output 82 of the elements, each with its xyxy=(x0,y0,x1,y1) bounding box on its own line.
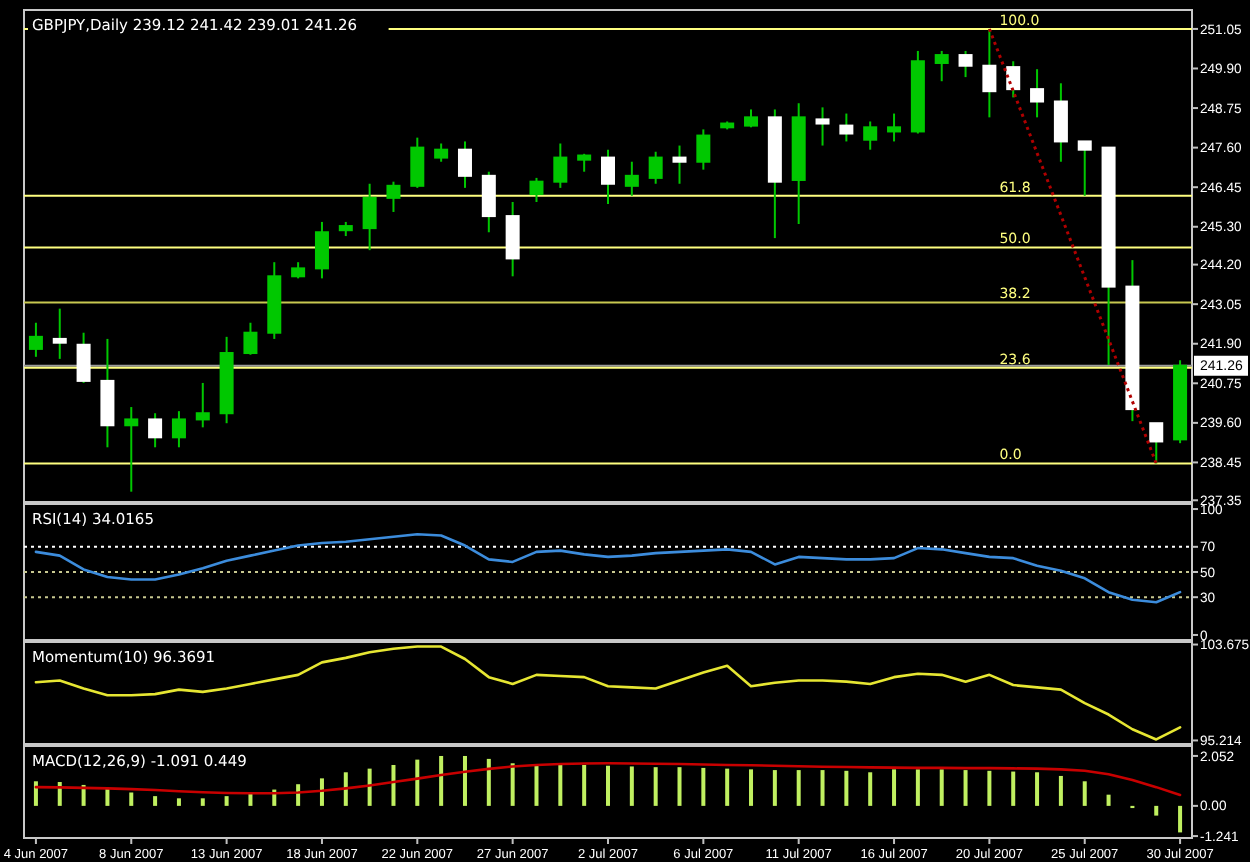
line-series xyxy=(34,532,1182,604)
candlestick xyxy=(958,49,973,79)
candlestick xyxy=(815,106,830,147)
bar xyxy=(534,764,539,806)
bar xyxy=(820,770,825,806)
candlestick xyxy=(696,128,711,171)
candlestick xyxy=(1149,422,1164,465)
bar xyxy=(844,770,849,806)
bar xyxy=(200,798,205,806)
bar xyxy=(868,772,873,806)
bar xyxy=(1106,794,1111,806)
candlestick xyxy=(1006,60,1021,99)
bar xyxy=(987,770,992,806)
bar xyxy=(1178,805,1183,833)
candlestick xyxy=(314,220,329,280)
bar xyxy=(915,769,920,806)
candlestick xyxy=(28,321,43,358)
bar xyxy=(582,764,587,806)
candlestick xyxy=(887,112,902,143)
candlestick xyxy=(362,182,377,252)
candlestick xyxy=(863,120,878,151)
candlestick xyxy=(934,49,949,83)
candlestick xyxy=(457,140,472,189)
bar xyxy=(1154,805,1159,816)
candlestick xyxy=(100,337,115,449)
candlestick xyxy=(386,180,401,213)
bar xyxy=(367,768,372,806)
line-series xyxy=(34,645,1182,741)
candlestick xyxy=(243,321,258,356)
candlestick xyxy=(410,136,425,189)
bar xyxy=(1035,772,1040,806)
bar xyxy=(558,764,563,806)
bar xyxy=(1082,781,1087,806)
candlestick xyxy=(148,412,163,449)
bar xyxy=(129,792,134,806)
bar xyxy=(510,763,515,806)
candlestick xyxy=(839,112,854,143)
bar xyxy=(892,769,897,806)
bar xyxy=(105,788,110,806)
candlestick xyxy=(1053,82,1068,163)
bar xyxy=(772,770,777,806)
bar xyxy=(1011,771,1016,806)
bar xyxy=(415,759,420,806)
candlestick xyxy=(601,148,615,206)
candlestick xyxy=(52,307,67,360)
bar xyxy=(653,767,658,806)
bar xyxy=(629,766,634,806)
bar xyxy=(963,770,968,806)
bar xyxy=(33,781,38,806)
bar xyxy=(343,772,348,806)
candlestick xyxy=(1030,68,1045,119)
candlestick xyxy=(982,27,997,119)
candlestick xyxy=(529,176,544,203)
bar xyxy=(701,767,706,806)
bar xyxy=(939,769,944,806)
bar xyxy=(319,778,324,806)
candlestick xyxy=(672,144,687,185)
candlestick xyxy=(76,331,91,384)
bar xyxy=(606,765,610,806)
bar xyxy=(1058,775,1063,806)
bar xyxy=(677,767,682,806)
bar xyxy=(153,796,158,806)
bar xyxy=(81,784,86,806)
bar xyxy=(176,798,181,806)
candlestick xyxy=(1077,140,1092,197)
candlestick xyxy=(434,142,449,163)
bar xyxy=(439,755,444,806)
bar xyxy=(796,770,801,806)
candlestick xyxy=(195,381,210,429)
bar xyxy=(224,796,229,806)
candlestick xyxy=(124,406,139,493)
bar xyxy=(749,769,754,806)
bar xyxy=(486,758,491,806)
candlestick xyxy=(171,410,186,449)
bar xyxy=(462,755,467,806)
bar xyxy=(725,768,730,806)
candlestick xyxy=(481,170,496,234)
candlestick xyxy=(553,142,568,189)
candlestick xyxy=(624,160,639,197)
candlestick xyxy=(648,150,663,185)
candlestick xyxy=(505,200,520,278)
bar xyxy=(391,764,396,806)
